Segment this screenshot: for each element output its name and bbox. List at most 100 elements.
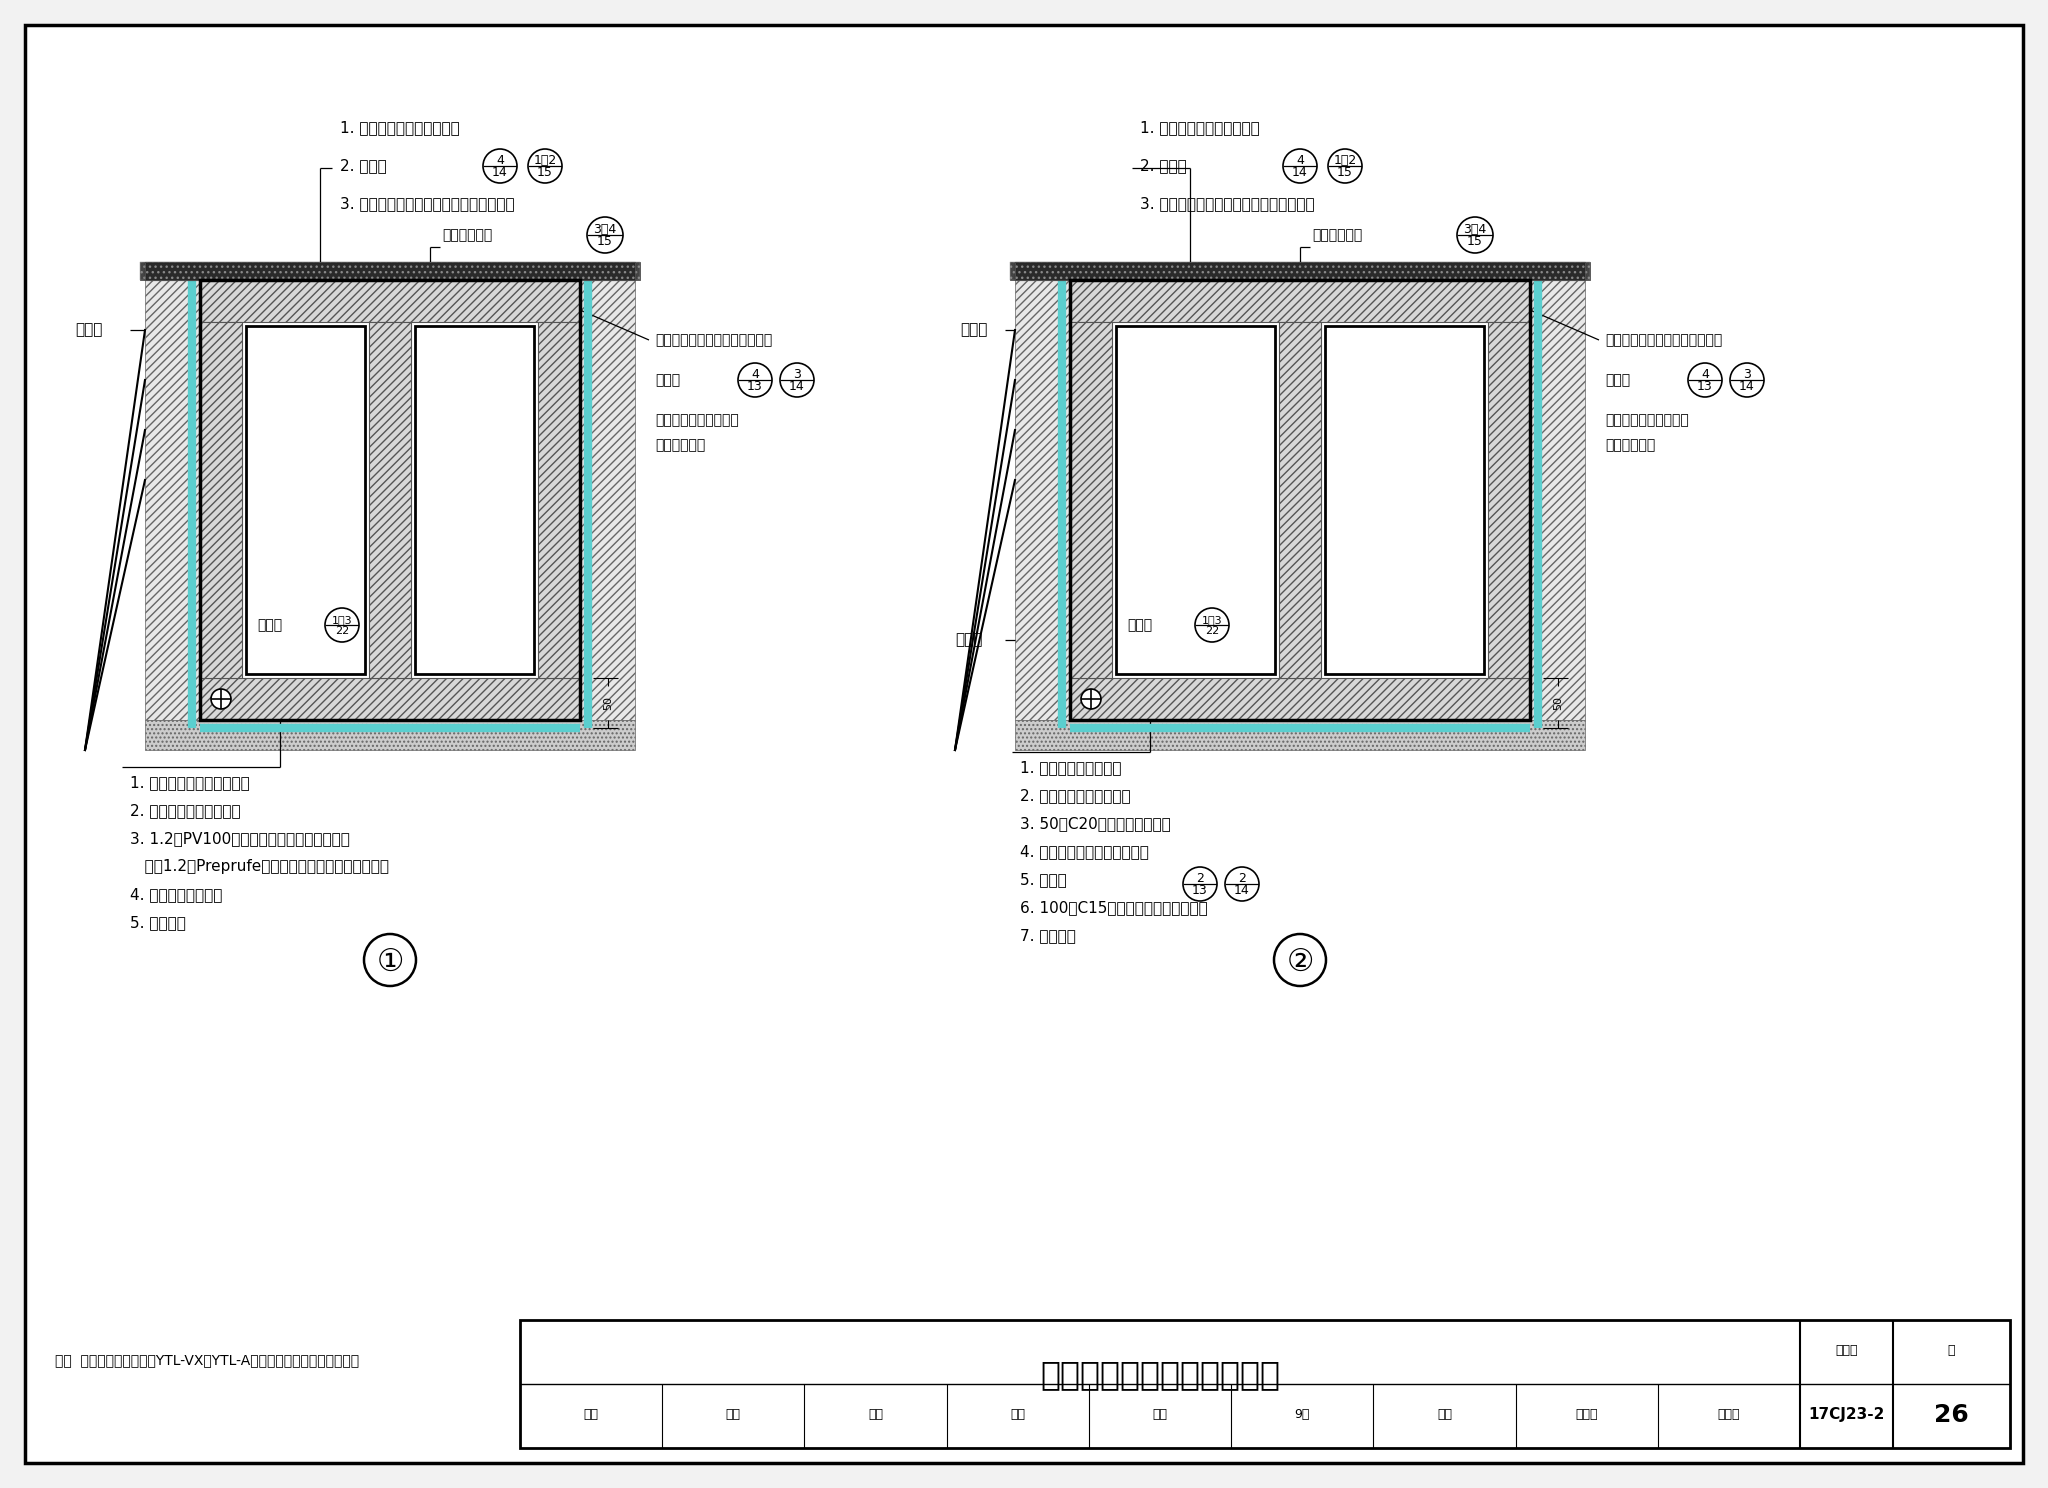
Bar — [246, 326, 365, 674]
Text: 4. 混凝土垫层，收平: 4. 混凝土垫层，收平 — [129, 887, 223, 902]
Text: 26: 26 — [1933, 1403, 1968, 1427]
Text: 附加层: 附加层 — [954, 632, 983, 647]
Text: 综合管廊外防外贴防水构造: 综合管廊外防外贴防水构造 — [1040, 1359, 1280, 1391]
Bar — [1530, 280, 1585, 720]
Text: 防水层: 防水层 — [1606, 373, 1630, 387]
Bar — [145, 280, 201, 720]
Bar — [1016, 262, 1585, 280]
Text: 1、2: 1、2 — [1333, 155, 1356, 167]
Text: 设计: 设计 — [1438, 1409, 1452, 1421]
Text: 5. 素土夯实: 5. 素土夯实 — [129, 915, 186, 930]
Text: （修补平整）: （修补平整） — [655, 437, 705, 452]
Circle shape — [1282, 149, 1317, 183]
Text: 14: 14 — [492, 167, 508, 179]
Text: 软质保护层（见具体工程设计）: 软质保护层（见具体工程设计） — [1606, 333, 1722, 347]
Text: 13: 13 — [1192, 884, 1208, 897]
Text: 13: 13 — [748, 379, 762, 393]
Text: 附加层: 附加层 — [961, 323, 987, 338]
Text: 3、4: 3、4 — [1464, 223, 1487, 235]
Text: 14: 14 — [1292, 167, 1309, 179]
Text: 页: 页 — [1948, 1344, 1956, 1357]
Text: 17CJ23-2: 17CJ23-2 — [1808, 1408, 1884, 1423]
Bar — [145, 720, 635, 750]
Bar — [145, 262, 635, 280]
Text: 1. 面层（见具体工程设计）: 1. 面层（见具体工程设计） — [129, 775, 250, 790]
Text: 9氘: 9氘 — [1294, 1409, 1311, 1421]
Text: 14: 14 — [1235, 884, 1249, 897]
Text: 1、2: 1、2 — [532, 155, 557, 167]
Text: 1、3: 1、3 — [332, 615, 352, 625]
Text: 1. 面层见具体工程设计: 1. 面层见具体工程设计 — [1020, 760, 1122, 775]
Text: 蔡志元: 蔡志元 — [1718, 1409, 1741, 1421]
Text: 5. 防水层: 5. 防水层 — [1020, 872, 1067, 887]
Circle shape — [483, 149, 516, 183]
Text: （修补平整）: （修补平整） — [1606, 437, 1655, 452]
Circle shape — [528, 149, 561, 183]
Bar — [201, 280, 580, 321]
Text: （或1.2厚Preprufe预铺高分子自粘胶膜防水卷材）: （或1.2厚Preprufe预铺高分子自粘胶膜防水卷材） — [129, 859, 389, 873]
Text: 3: 3 — [1743, 368, 1751, 381]
Text: 6. 100厚C15素混凝土垫层，收平压光: 6. 100厚C15素混凝土垫层，收平压光 — [1020, 900, 1208, 915]
Bar — [1016, 720, 1585, 750]
Bar — [1069, 321, 1112, 679]
Text: 3. 管廊自防水钢筋混凝土顶板，收平压光: 3. 管廊自防水钢筋混凝土顶板，收平压光 — [340, 196, 514, 211]
Text: 4: 4 — [1702, 368, 1708, 381]
Text: 3、4: 3、4 — [594, 223, 616, 235]
Text: 防水层: 防水层 — [655, 373, 680, 387]
Text: 注：  在基层潮湿条件下，YTL-VX和YTL-A自粘卷材可采用湿铺法施工。: 注： 在基层潮湿条件下，YTL-VX和YTL-A自粘卷材可采用湿铺法施工。 — [55, 1353, 358, 1367]
Bar — [145, 262, 635, 280]
Text: 1. 面层（见具体工程设计）: 1. 面层（见具体工程设计） — [1141, 121, 1260, 135]
Bar — [1116, 326, 1276, 674]
Text: 1. 面层（见具体工程设计）: 1. 面层（见具体工程设计） — [340, 121, 459, 135]
Circle shape — [211, 689, 231, 708]
Text: 15: 15 — [1337, 167, 1354, 179]
Bar — [201, 321, 242, 679]
Text: 2. 防水层: 2. 防水层 — [340, 159, 387, 174]
Text: 图集号: 图集号 — [1835, 1344, 1858, 1357]
Text: 蔡蓉花: 蔡蓉花 — [1575, 1409, 1597, 1421]
Circle shape — [780, 363, 813, 397]
Bar — [369, 321, 412, 679]
Text: 22: 22 — [336, 626, 348, 637]
Circle shape — [1456, 217, 1493, 253]
Bar — [1489, 321, 1530, 679]
Text: ②: ② — [1286, 948, 1313, 976]
Bar — [139, 262, 639, 280]
Text: 2: 2 — [1239, 872, 1245, 885]
Bar — [1069, 679, 1530, 720]
Bar — [416, 326, 535, 674]
Text: 审核: 审核 — [584, 1409, 598, 1421]
Text: 22: 22 — [1204, 626, 1219, 637]
Circle shape — [1731, 363, 1763, 397]
Bar — [520, 1320, 2009, 1448]
Bar — [1325, 326, 1485, 674]
Circle shape — [1184, 868, 1217, 902]
Text: 4: 4 — [752, 368, 760, 381]
Bar — [1010, 262, 1589, 280]
Text: 3. 管廊自防水钢筋混凝土顶板，收平压光: 3. 管廊自防水钢筋混凝土顶板，收平压光 — [1141, 196, 1315, 211]
Text: 4: 4 — [1296, 155, 1305, 167]
Circle shape — [588, 217, 623, 253]
Text: 种植顶板参照: 种植顶板参照 — [1313, 228, 1362, 243]
Text: 自防水钢筋混凝土外墙: 自防水钢筋混凝土外墙 — [655, 414, 739, 427]
Text: 3. 50厚C20细石混凝土保护层: 3. 50厚C20细石混凝土保护层 — [1020, 815, 1171, 830]
Text: 叶军: 叶军 — [725, 1409, 741, 1421]
Text: 附加层: 附加层 — [76, 323, 102, 338]
Circle shape — [737, 363, 772, 397]
Text: 叶年: 叶年 — [868, 1409, 883, 1421]
Bar — [1010, 262, 1589, 280]
Bar — [580, 280, 635, 720]
Bar — [1069, 280, 1530, 321]
Text: 13: 13 — [1698, 379, 1712, 393]
Text: 施工缝: 施工缝 — [256, 618, 283, 632]
Text: 自防水钢筋混凝土外墙: 自防水钢筋混凝土外墙 — [1606, 414, 1690, 427]
Bar — [201, 679, 580, 720]
Text: 2: 2 — [1196, 872, 1204, 885]
Text: 14: 14 — [788, 379, 805, 393]
Text: 4. 隔离层（见具体工程设计）: 4. 隔离层（见具体工程设计） — [1020, 844, 1149, 859]
Text: 7. 素土夯实: 7. 素土夯实 — [1020, 929, 1075, 943]
Bar — [201, 280, 580, 720]
Bar — [539, 321, 580, 679]
Bar — [1016, 280, 1069, 720]
Bar — [1069, 280, 1530, 720]
